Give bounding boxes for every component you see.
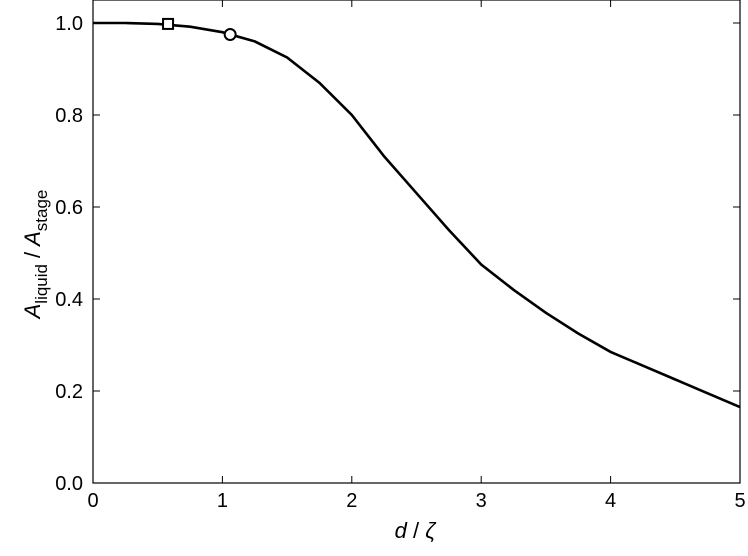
y-tick-label: 0.8 [55,105,83,127]
y-label-main: A [20,231,45,248]
y-label-main: A [20,304,45,321]
y-tick-label: 0.6 [55,197,83,219]
y-label-sub: liquid [32,264,51,304]
x-label-sep: / [413,518,420,543]
square-marker [162,17,175,30]
y-label-sub: stage [32,190,51,232]
x-tick-label: 2 [346,490,357,512]
x-tick-label: 5 [734,490,745,512]
y-tick-label: 0.2 [55,381,83,403]
x-axis-label: d / ζ [395,518,438,543]
x-tick-label: 1 [217,490,228,512]
x-label-var: d [395,518,408,543]
x-tick-label: 3 [476,490,487,512]
curve [93,21,741,409]
x-tick-label: 0 [87,490,98,512]
x-tick-label: 4 [605,490,616,512]
y-tick-label: 0.0 [55,473,83,495]
circle-marker [223,28,237,41]
plot-frame [92,0,741,484]
y-tick-label: 0.4 [55,289,83,311]
y-label-sep: / [20,251,45,258]
y-tick-label: 1.0 [55,13,83,35]
x-label-unit: ζ [425,518,437,543]
y-axis-label: Aliquid / Astage [20,190,51,321]
